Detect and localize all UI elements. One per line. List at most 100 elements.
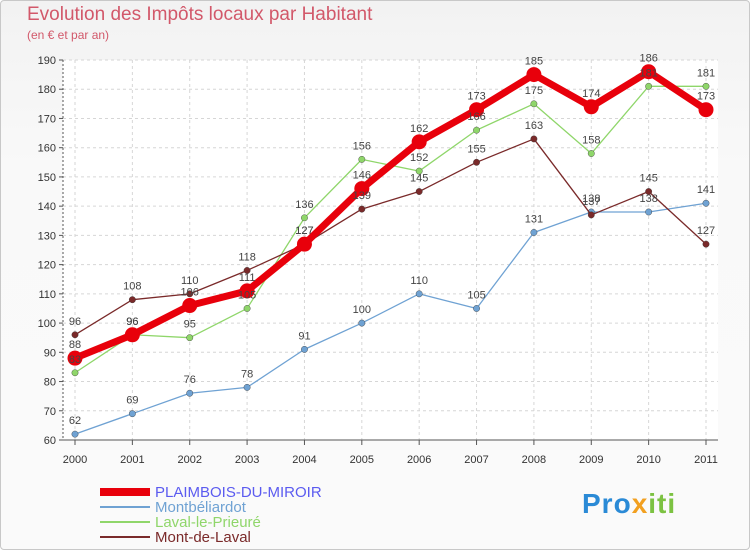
data-point — [702, 82, 710, 90]
data-point — [641, 64, 657, 80]
data-label: 158 — [582, 135, 600, 147]
legend: PLAIMBOIS-DU-MIROIRMontbéliardotLaval-le… — [100, 484, 322, 546]
data-point — [296, 236, 312, 252]
y-tick-label: 150 — [38, 172, 56, 184]
data-point — [415, 167, 423, 175]
x-tick-label: 2003 — [235, 454, 259, 466]
data-point — [473, 158, 480, 166]
data-point — [702, 199, 710, 207]
data-point — [645, 188, 653, 195]
data-label: 139 — [353, 190, 371, 202]
data-label: 96 — [126, 316, 138, 328]
x-tick-label: 2008 — [522, 454, 546, 466]
data-label: 76 — [184, 374, 196, 386]
data-point — [71, 430, 79, 438]
data-point — [411, 134, 427, 150]
data-label: 141 — [697, 184, 715, 196]
series-line — [74, 138, 707, 336]
data-label: 145 — [410, 173, 428, 185]
data-label: 138 — [639, 193, 657, 205]
y-tick-label: 140 — [38, 201, 56, 213]
y-tick-label: 80 — [44, 377, 56, 389]
data-point — [67, 350, 83, 366]
data-label: 136 — [295, 199, 313, 211]
chart-subtitle: (en € et par an) — [27, 28, 110, 42]
data-point — [358, 205, 366, 213]
x-tick-label: 2010 — [636, 454, 660, 466]
y-tick-label: 180 — [38, 84, 56, 96]
data-label: 96 — [69, 316, 81, 328]
series-lines — [67, 64, 714, 438]
y-tick-label: 120 — [38, 260, 56, 272]
y-tick-label: 100 — [38, 318, 56, 330]
series-line — [74, 202, 707, 435]
data-label: 91 — [298, 330, 310, 342]
data-label: 174 — [582, 88, 600, 100]
data-label: 127 — [295, 225, 313, 237]
y-tick-label: 90 — [44, 347, 56, 359]
data-point — [473, 126, 480, 134]
data-label: 131 — [525, 213, 543, 225]
data-label: 127 — [697, 225, 715, 237]
data-label: 173 — [697, 91, 715, 103]
data-point — [182, 298, 198, 314]
legend-item-montbeliardot: Montbéliardot — [100, 499, 247, 516]
data-label: 156 — [353, 140, 371, 152]
y-tick-label: 130 — [38, 230, 56, 242]
data-point — [128, 296, 136, 304]
chart-title: Evolution des Impôts locaux par Habitant — [27, 4, 373, 25]
legend-label: Mont-de-Laval — [155, 529, 251, 546]
data-label: 78 — [241, 368, 253, 380]
data-label: 163 — [525, 120, 543, 132]
data-point — [415, 290, 423, 298]
data-labels: 62 69 76 78 91 100 110 105 131 138 138 141 83 96 95 105… — [69, 53, 715, 427]
data-point — [124, 327, 140, 343]
data-point — [698, 102, 714, 118]
data-point — [358, 319, 366, 327]
data-label: 110 — [181, 275, 199, 287]
data-label: 127 — [295, 225, 313, 237]
data-label: 145 — [639, 173, 657, 185]
x-tick-label: 2004 — [292, 454, 316, 466]
data-label: 88 — [69, 339, 81, 351]
legend-label: PLAIMBOIS-DU-MIROIR — [155, 484, 322, 501]
series-montbeliardot — [71, 199, 710, 438]
y-tick-label: 110 — [38, 289, 56, 301]
data-point — [243, 383, 251, 391]
data-point — [186, 290, 194, 298]
data-point — [530, 100, 538, 108]
data-label: 83 — [69, 354, 81, 366]
data-label: 186 — [639, 53, 657, 65]
data-label: 62 — [69, 415, 81, 427]
axes: 60 70 80 90 100 110 120 130 140 150 160 170 180 190 20… — [38, 55, 718, 466]
data-label: 138 — [582, 193, 600, 205]
data-label: 110 — [410, 275, 428, 287]
data-label: 69 — [126, 395, 138, 407]
data-label: 181 — [639, 67, 657, 79]
data-label: 162 — [410, 123, 428, 135]
data-point — [186, 334, 194, 342]
data-point — [583, 99, 599, 115]
legend-label: Montbéliardot — [155, 499, 247, 516]
y-tick-label: 160 — [38, 143, 56, 155]
plot-area — [63, 60, 718, 440]
grid-lines — [63, 59, 718, 441]
data-label: 146 — [353, 170, 371, 182]
data-point — [587, 150, 595, 157]
legend-item-laval-le-prieure: Laval-le-Prieuré — [100, 514, 261, 531]
data-point — [473, 305, 480, 312]
data-point — [239, 283, 255, 299]
data-point — [526, 67, 542, 83]
x-tick-label: 2005 — [350, 454, 374, 466]
data-label: 181 — [697, 67, 715, 79]
legend-item-plaimbois-du-miroir: PLAIMBOIS-DU-MIROIR — [100, 484, 322, 501]
data-point — [354, 181, 370, 197]
data-point — [645, 208, 653, 216]
data-label: 166 — [467, 111, 485, 123]
x-tick-label: 2000 — [63, 454, 87, 466]
data-point — [301, 345, 308, 353]
x-tick-label: 2007 — [464, 454, 488, 466]
y-tick-label: 70 — [44, 406, 56, 418]
x-tick-label: 2002 — [177, 454, 201, 466]
